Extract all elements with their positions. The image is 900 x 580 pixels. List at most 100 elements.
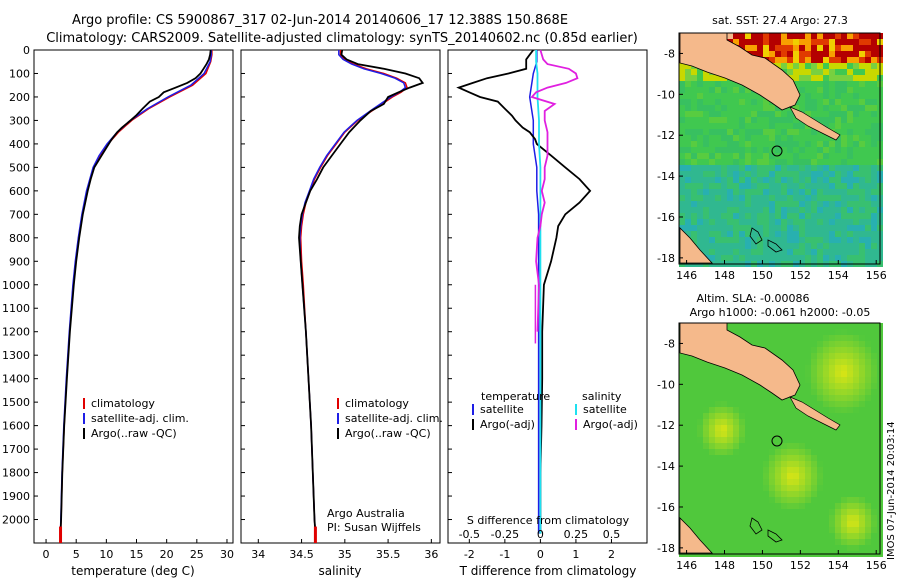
sst-cell	[835, 51, 841, 57]
sla-cell	[847, 353, 853, 359]
sst-cell	[799, 243, 805, 249]
sst-cell	[817, 117, 823, 123]
sla-cell	[847, 365, 853, 371]
sla-map-frame	[678, 322, 881, 555]
sla-cell	[691, 467, 697, 473]
sst-cell	[685, 147, 691, 153]
sla-cell	[781, 455, 787, 461]
sla-cell	[859, 425, 865, 431]
sla-cell	[871, 329, 877, 335]
sla-cell	[727, 515, 733, 521]
sst-cell	[739, 249, 745, 255]
sst-cell	[769, 105, 775, 111]
sst-cell	[769, 51, 775, 57]
sst-cell	[769, 219, 775, 225]
sst-cell	[823, 177, 829, 183]
sst-cell	[727, 213, 733, 219]
sla-cell	[865, 437, 871, 443]
sla-cell	[805, 395, 811, 401]
sst-cell	[823, 255, 829, 261]
sst-cell	[823, 51, 829, 57]
sla-cell	[817, 503, 823, 509]
sla-cell	[745, 335, 751, 341]
sst-cell	[871, 51, 877, 57]
sst-cell	[721, 237, 727, 243]
sst-cell	[865, 87, 871, 93]
louisiade-islands	[789, 396, 841, 431]
sla-cell	[835, 395, 841, 401]
sst-cell	[727, 93, 733, 99]
sst-cell	[787, 159, 793, 165]
sst-cell	[745, 99, 751, 105]
sla-cell	[721, 383, 727, 389]
sst-cell	[721, 231, 727, 237]
sla-cell	[751, 479, 757, 485]
sst-cell	[859, 33, 865, 39]
sst-cell	[721, 123, 727, 129]
sla-cell	[763, 467, 769, 473]
sla-cell	[775, 497, 781, 503]
sla-cell	[721, 437, 727, 443]
sla-cell	[727, 443, 733, 449]
sst-cell	[781, 117, 787, 123]
sla-cell	[721, 455, 727, 461]
sla-cell	[697, 503, 703, 509]
sla-cell	[817, 359, 823, 365]
sst-cell	[799, 195, 805, 201]
sst-cell	[709, 75, 715, 81]
sla-cell	[799, 515, 805, 521]
sst-cell	[847, 147, 853, 153]
sst-cell	[739, 177, 745, 183]
sla-cell	[865, 509, 871, 515]
sst-cell	[685, 159, 691, 165]
sst-cell	[793, 123, 799, 129]
sla-cell	[787, 359, 793, 365]
sla-cell	[709, 461, 715, 467]
sst-cell	[829, 39, 835, 45]
sst-cell	[751, 99, 757, 105]
sst-cell	[775, 111, 781, 117]
sst-cell	[775, 123, 781, 129]
sst-cell	[709, 129, 715, 135]
sla-cell	[697, 455, 703, 461]
sla-cell	[805, 467, 811, 473]
sst-cell	[847, 69, 853, 75]
sst-cell	[727, 231, 733, 237]
sla-cell	[727, 503, 733, 509]
sla-cell	[727, 419, 733, 425]
sst-cell	[781, 141, 787, 147]
sst-cell	[679, 201, 685, 207]
sla-cell	[835, 347, 841, 353]
sst-cell	[823, 39, 829, 45]
sst-cell	[685, 189, 691, 195]
sst-cell	[679, 135, 685, 141]
sst-cell	[829, 189, 835, 195]
sla-cell	[871, 485, 877, 491]
sla-cell	[805, 491, 811, 497]
sla-cell	[733, 515, 739, 521]
sst-cell	[805, 207, 811, 213]
sla-cell	[829, 431, 835, 437]
sla-cell	[775, 491, 781, 497]
sla-cell	[751, 335, 757, 341]
sst-cell	[751, 171, 757, 177]
sst-cell	[709, 135, 715, 141]
sla-cell	[829, 329, 835, 335]
sla-cell	[835, 449, 841, 455]
sst-cell	[703, 225, 709, 231]
sla-cell	[721, 449, 727, 455]
sst-cell	[847, 213, 853, 219]
sst-cell	[697, 201, 703, 207]
sla-cell	[715, 533, 721, 539]
sst-cell	[703, 117, 709, 123]
sst-cell	[685, 87, 691, 93]
sst-cell	[793, 51, 799, 57]
sst-cell	[781, 189, 787, 195]
sst-cell	[733, 183, 739, 189]
sst-cell	[841, 69, 847, 75]
sla-cell	[691, 383, 697, 389]
sst-cell	[697, 111, 703, 117]
sla-cell	[811, 479, 817, 485]
sst-cell	[679, 141, 685, 147]
sla-cell	[853, 341, 859, 347]
